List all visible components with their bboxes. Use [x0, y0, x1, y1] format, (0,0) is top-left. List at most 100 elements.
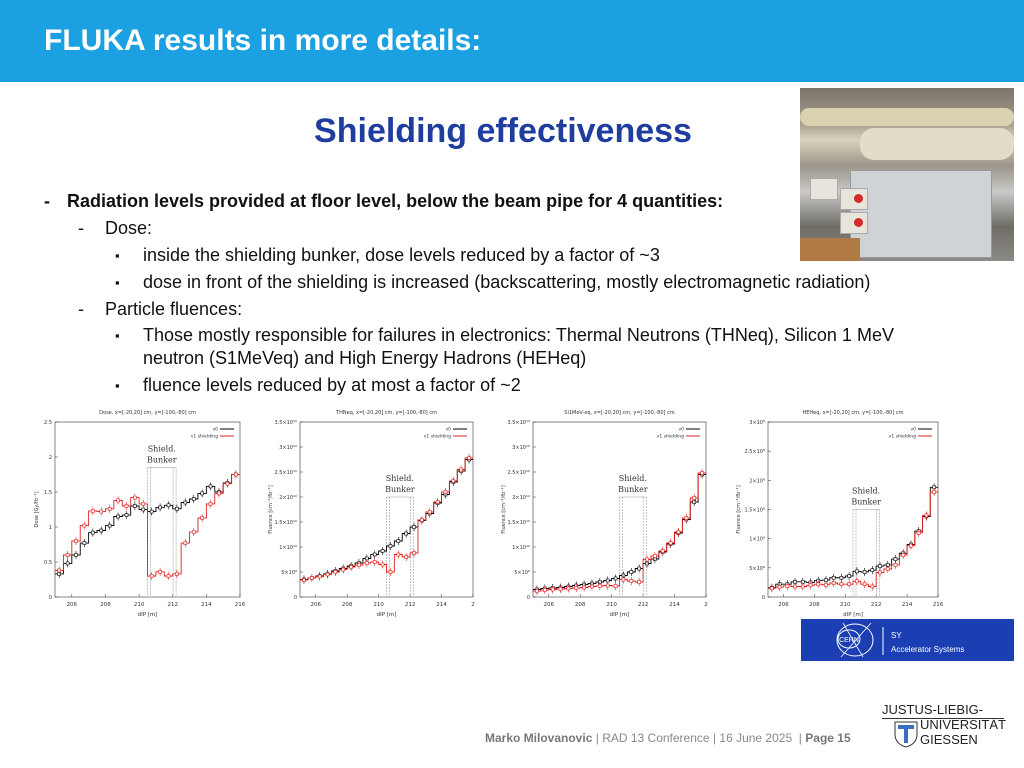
data-point — [558, 587, 563, 591]
data-point — [325, 572, 330, 577]
data-point — [208, 502, 213, 506]
data-point — [365, 561, 369, 565]
legend-label: v0 — [212, 427, 218, 433]
data-point — [404, 555, 408, 559]
data-point — [427, 510, 432, 514]
data-point — [870, 584, 875, 589]
magnet — [860, 128, 1014, 160]
data-point — [605, 583, 610, 588]
data-point — [372, 560, 377, 564]
slide-footer: Marko Milovanovic | RAD 13 Conference | … — [485, 731, 851, 745]
data-point — [396, 552, 401, 557]
x-tick-label: 206 — [310, 602, 321, 608]
footer-date: 16 June 2025 — [719, 731, 793, 745]
data-point — [149, 509, 154, 514]
x-tick-label: 2 — [704, 602, 708, 608]
y-tick-label: 2.5×10¹⁰ — [274, 470, 297, 476]
slide-title: FLUKA results in more details: — [44, 24, 482, 57]
x-tick-label: 210 — [606, 602, 617, 608]
legend-label: v0 — [445, 427, 451, 433]
series-line-1 — [533, 472, 706, 592]
data-point — [175, 507, 179, 511]
data-point — [862, 582, 867, 586]
data-point — [847, 574, 851, 578]
x-tick-label: 212 — [638, 602, 649, 608]
data-point — [770, 586, 774, 591]
data-point — [175, 572, 179, 576]
data-point — [932, 490, 936, 494]
x-tick-label: 208 — [100, 602, 111, 608]
data-point — [65, 553, 70, 557]
x-tick-label: 214 — [902, 602, 913, 608]
x-tick-label: 214 — [669, 602, 680, 608]
data-point — [420, 518, 424, 522]
data-point — [847, 582, 851, 586]
logo-line: GIESSEN — [920, 732, 978, 747]
legend-label: v1 shielding — [424, 434, 451, 440]
y-tick-label: 2×10¹⁰ — [279, 495, 297, 501]
data-point — [404, 531, 408, 536]
electronics-box — [810, 178, 838, 200]
x-tick-label: 212 — [167, 602, 178, 608]
x-tick-label: 212 — [405, 602, 416, 608]
jlu-giessen-logo: JUSTUS-LIEBIG- UNIVERSITÄT GIESSEN — [882, 702, 1007, 752]
legend-label: v1 shielding — [889, 434, 916, 440]
data-point — [233, 472, 238, 477]
data-point — [74, 539, 78, 543]
data-point — [692, 496, 697, 500]
data-point — [133, 504, 137, 508]
data-point — [57, 568, 62, 573]
data-point — [535, 589, 539, 593]
data-point — [396, 539, 401, 543]
y-tick-label: 3.5×10¹⁰ — [274, 420, 297, 426]
x-axis-label: dIP [m] — [843, 612, 863, 618]
legend-label: v0 — [910, 427, 916, 433]
data-point — [893, 557, 898, 561]
x-tick-label: 214 — [436, 602, 447, 608]
data-point — [855, 579, 859, 584]
chart-0: Dose, x=[-20,20] cm, y=[-100,-80] cm 0 0.5… — [34, 410, 246, 618]
y-axis-label: Fluence [cm⁻²/fb⁻¹] — [268, 485, 274, 534]
data-point — [831, 581, 836, 585]
data-point — [91, 530, 95, 535]
data-point — [855, 569, 859, 574]
data-point — [645, 557, 649, 562]
data-point — [309, 576, 314, 580]
y-tick-label: 0 — [49, 595, 52, 601]
data-point — [99, 509, 104, 514]
bullet-text: Radiation levels provided at floor level… — [67, 191, 724, 211]
data-point — [412, 525, 416, 529]
data-point — [65, 561, 70, 566]
y-tick-label: 1×10⁹ — [749, 537, 765, 543]
x-tick-label: 206 — [67, 602, 78, 608]
data-point — [302, 578, 306, 582]
y-tick-label: 2×10¹⁰ — [512, 495, 530, 501]
slide-subtitle: Shielding effectiveness — [314, 112, 692, 150]
data-point — [141, 507, 146, 512]
data-point — [582, 585, 586, 590]
bullet-text: neutron (S1MeVeq) and High Energy Hadron… — [143, 348, 587, 368]
data-point — [99, 528, 104, 533]
bullet-text: inside the shielding bunker, dose levels… — [143, 245, 660, 265]
bunker-label: Shield. — [619, 474, 647, 483]
data-point — [924, 513, 929, 518]
data-point — [777, 585, 782, 589]
data-point — [225, 481, 230, 486]
data-point — [893, 563, 898, 567]
data-point — [435, 500, 440, 504]
y-tick-label: 1.5 — [44, 490, 52, 496]
data-point — [831, 575, 836, 580]
bunker-label: Shield. — [386, 474, 414, 483]
data-point — [200, 516, 204, 520]
data-point — [388, 570, 393, 574]
data-point — [107, 507, 112, 511]
bullet-text: Particle fluences: — [105, 299, 243, 319]
data-point — [208, 484, 213, 489]
data-point — [885, 567, 890, 571]
slide-header: FLUKA results in more details: — [0, 0, 1024, 82]
cern-sy-logo: CERN SY Accelerator Systems — [801, 619, 1014, 661]
data-point — [74, 553, 78, 557]
data-point — [629, 579, 634, 583]
x-tick-label: 212 — [871, 602, 882, 608]
chart-title: THNeq, x=[-20,20] cm, y=[-100,-80] cm — [335, 410, 437, 416]
